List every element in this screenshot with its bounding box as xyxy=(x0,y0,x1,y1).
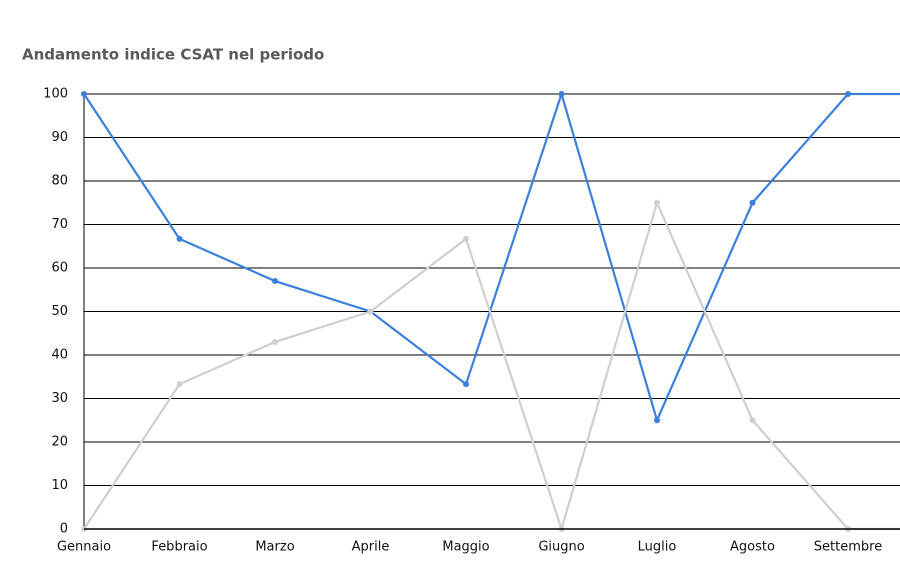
y-tick-label: 80 xyxy=(51,174,68,189)
y-tick-label: 30 xyxy=(51,391,68,406)
y-tick-label: 90 xyxy=(51,130,68,145)
data-point xyxy=(654,199,660,206)
series-line xyxy=(83,199,900,533)
data-point xyxy=(749,199,756,206)
data-point xyxy=(845,91,851,97)
x-tick-label: Aprile xyxy=(352,540,390,555)
x-tick-label: Luglio xyxy=(638,540,677,555)
data-point xyxy=(272,278,278,285)
data-point xyxy=(749,417,756,424)
x-tick-label: Maggio xyxy=(442,540,489,555)
y-tick-label: 40 xyxy=(51,348,68,363)
y-tick-label: 20 xyxy=(51,435,68,450)
chart-title: Andamento indice CSAT nel periodo xyxy=(22,46,324,64)
x-tick-label: Marzo xyxy=(255,540,294,555)
series-line xyxy=(83,90,900,424)
x-tick-label: Agosto xyxy=(730,540,775,555)
y-tick-label: 10 xyxy=(51,478,68,493)
y-tick-label: 0 xyxy=(60,522,68,537)
data-point xyxy=(176,235,183,242)
data-point xyxy=(81,91,87,97)
x-tick-label: Settembre xyxy=(814,540,882,555)
data-point xyxy=(367,308,374,315)
x-tick-label: Febbraio xyxy=(151,540,207,555)
data-point xyxy=(272,338,278,345)
data-point xyxy=(463,235,469,242)
y-tick-label: 60 xyxy=(51,261,68,276)
y-tick-label: 70 xyxy=(51,217,68,232)
y-tick-label: 50 xyxy=(51,304,68,319)
data-point xyxy=(463,381,469,388)
x-tick-label: Gennaio xyxy=(57,540,111,555)
data-point xyxy=(176,381,183,388)
data-point xyxy=(654,417,660,424)
y-tick-label: 100 xyxy=(43,87,68,102)
plot-area xyxy=(81,90,900,533)
x-tick-label: Giugno xyxy=(538,540,584,555)
data-point xyxy=(558,91,565,97)
